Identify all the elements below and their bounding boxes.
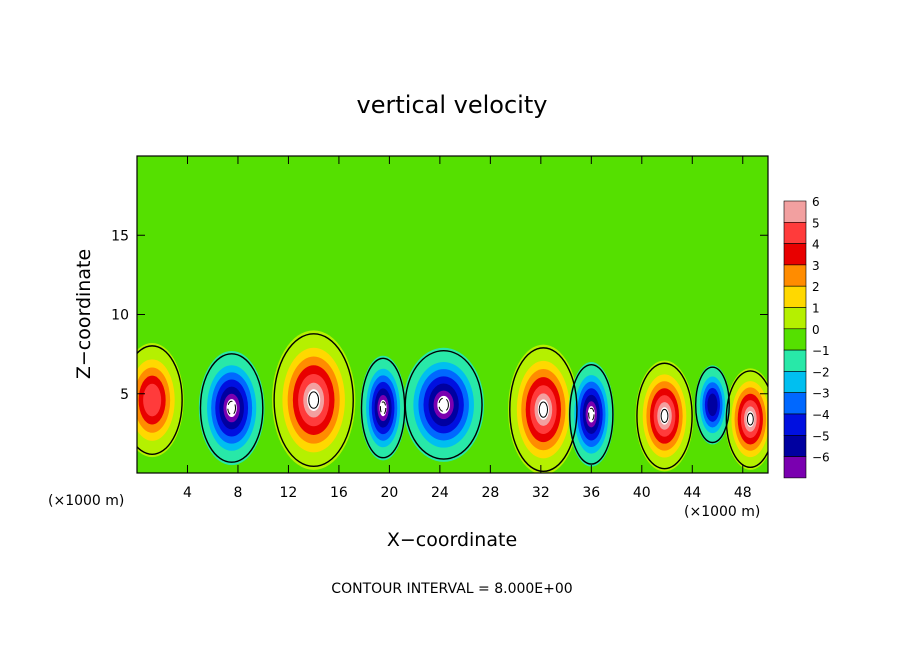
colorbar-label-3: 3 (812, 259, 820, 273)
colorbar-label-4: 2 (812, 280, 820, 294)
x-tick-label-9: 40 (633, 485, 651, 501)
x-axis-label: X−coordinate (387, 529, 517, 551)
colorbar-label-5: 1 (812, 302, 820, 316)
feature-updraft-0 (137, 343, 184, 458)
contour-inner-7 (438, 397, 449, 413)
feature-updraft-2 (508, 344, 579, 473)
contour-inner-5 (227, 400, 237, 416)
colorbar-label-0: 6 (812, 195, 820, 209)
x-tick-label-11: 48 (734, 485, 752, 501)
x-tick-label-3: 16 (330, 485, 348, 501)
x-unit-label-left: (×1000 m) (48, 493, 124, 509)
feature-updraft-0-level-5 (143, 383, 162, 417)
feature-downdraft-6 (360, 355, 406, 461)
contour-zero-1 (273, 333, 354, 468)
contour-zero-2 (509, 347, 578, 473)
contour-zero-7 (404, 349, 483, 460)
contour-zero-9 (694, 366, 730, 444)
colorbar-swatch-11 (783, 434, 807, 457)
colorbar-label-1: 5 (812, 216, 820, 230)
y-tick-label-0: 5 (120, 387, 129, 403)
contour-lines (137, 333, 768, 473)
y-axis-label: Z−coordinate (73, 249, 95, 379)
contour-inner-2 (538, 401, 549, 418)
x-tick-label-4: 20 (380, 485, 398, 501)
x-tick-label-0: 4 (183, 485, 192, 501)
x-tick-label-5: 24 (431, 485, 449, 501)
x-tick-label-6: 28 (481, 485, 499, 501)
contour-zero-4 (725, 370, 768, 468)
colorbar-label-11: −5 (812, 429, 830, 443)
colorbar: 6 5 4 3 2 1 0 −1 −2 −3 −4 −5 −6 (783, 195, 830, 479)
colorbar-swatch-5 (783, 307, 807, 330)
y-tick-label-1: 10 (111, 308, 129, 324)
chart-title: vertical velocity (357, 91, 548, 119)
contour-inner-4 (746, 412, 754, 426)
contour-zero-5 (199, 353, 264, 463)
y-tick-label-2: 15 (111, 228, 129, 244)
colorbar-swatch-4 (783, 285, 807, 308)
colorbar-swatch-7 (783, 349, 807, 372)
colorbar-label-6: 0 (812, 323, 820, 337)
colorbar-label-7: −1 (812, 344, 830, 358)
contour-zero-8 (569, 363, 614, 465)
colorbar-swatch-0 (783, 200, 807, 223)
colorbar-swatch-9 (783, 392, 807, 415)
feature-updraft-1 (272, 330, 356, 470)
x-tick-label-10: 44 (683, 485, 701, 501)
x-unit-label-right: (×1000 m) (684, 504, 760, 520)
contour-inner-8 (588, 407, 595, 421)
colorbar-label-10: −4 (812, 408, 830, 422)
feature-downdraft-9-level-5 (707, 393, 718, 417)
x-tick-label-8: 36 (582, 485, 600, 501)
feature-downdraft-8 (568, 362, 615, 467)
contour-zero-0 (137, 345, 183, 455)
contour-inner-6 (379, 401, 387, 415)
feature-downdraft-9 (694, 365, 731, 445)
x-axis-ticks: 4 8 12 16 20 24 28 32 36 40 44 48 (183, 156, 752, 501)
contour-zero-3 (636, 362, 693, 470)
feature-updraft-4 (725, 368, 768, 470)
colorbar-swatch-12 (783, 456, 807, 479)
feature-downdraft-5 (198, 350, 265, 466)
x-tick-label-2: 12 (280, 485, 298, 501)
feature-downdraft-7 (403, 347, 485, 462)
y-axis-ticks: 5 10 15 (111, 228, 768, 403)
x-tick-label-7: 32 (532, 485, 550, 501)
colorbar-label-12: −6 (812, 451, 830, 465)
colorbar-label-8: −2 (812, 365, 830, 379)
colorbar-label-2: 4 (812, 238, 820, 252)
colorbar-swatch-6 (783, 328, 807, 351)
colorbar-swatch-3 (783, 264, 807, 287)
colorbar-label-9: −3 (812, 387, 830, 401)
colorbar-swatch-2 (783, 243, 807, 266)
colorbar-swatch-1 (783, 222, 807, 244)
contour-inner-3 (660, 408, 669, 423)
feature-updraft-3 (635, 360, 694, 472)
contour-interval-note: CONTOUR INTERVAL = 8.000E+00 (331, 581, 572, 597)
colorbar-swatch-10 (783, 413, 807, 436)
colorbar-swatch-8 (783, 371, 807, 393)
velocity-field (137, 330, 768, 473)
contour-inner-1 (308, 391, 320, 409)
x-tick-label-1: 8 (233, 485, 242, 501)
